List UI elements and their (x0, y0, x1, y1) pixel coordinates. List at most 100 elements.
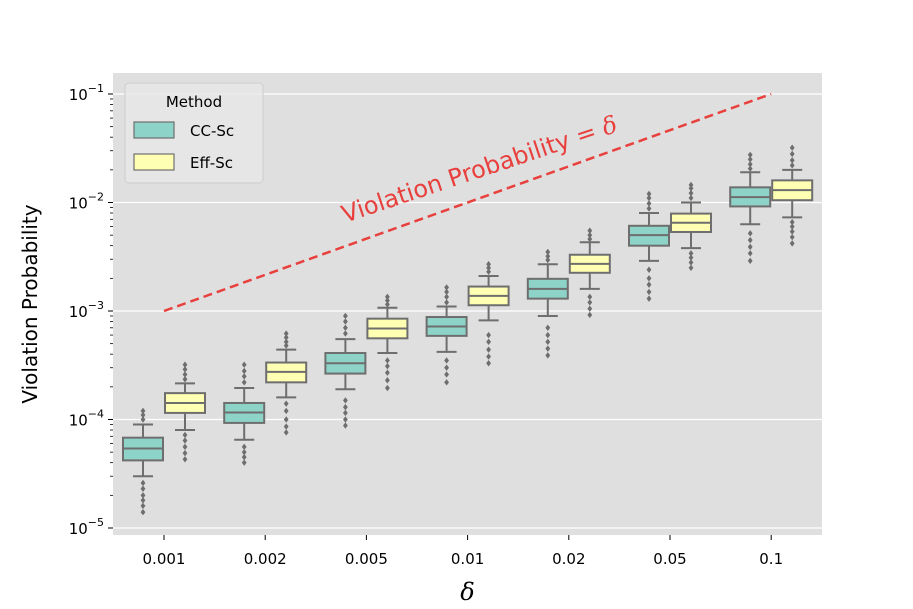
flier-point (545, 338, 551, 346)
flier-point (688, 185, 694, 192)
flier-point (283, 429, 289, 436)
y-axis: 10−5 10−4 10−3 10−2 10−1 (69, 82, 113, 538)
flier-point (587, 235, 593, 243)
x-tick-label: 0.02 (552, 550, 585, 568)
y-tick-label: 10−2 (69, 191, 104, 213)
flier-point (486, 264, 491, 272)
flier-point (789, 228, 795, 235)
flier-point (241, 379, 247, 386)
flier-point (182, 443, 188, 451)
y-tick-label: 10−1 (69, 82, 104, 104)
legend-label-eff-sc: Eff-Sc (190, 154, 233, 172)
flier-point (545, 352, 551, 359)
legend-swatch-eff-sc (133, 153, 175, 171)
flier-point (747, 161, 753, 168)
box-cc-sc-0.002 (223, 361, 266, 466)
flier-point (646, 194, 652, 202)
flier-point (283, 342, 289, 349)
flier-point (646, 190, 652, 198)
flier-point (545, 345, 551, 352)
flier-point (747, 165, 753, 172)
y-tick-label: 10−4 (69, 408, 104, 430)
flier-point (343, 330, 348, 337)
flier-point (343, 312, 348, 320)
flier-point (444, 293, 449, 301)
flier-point (283, 334, 289, 341)
box-eff-sc-0.002 (265, 330, 308, 436)
box-eff-sc-0.1 (771, 144, 814, 247)
legend-title: Method (166, 93, 222, 111)
flier-point (747, 156, 753, 163)
flier-point (140, 485, 146, 492)
flier-point (140, 479, 146, 487)
flier-point (587, 299, 593, 306)
flier-point (688, 181, 694, 189)
flier-point (182, 371, 188, 378)
flier-point (241, 453, 247, 461)
flier-point (444, 288, 449, 296)
flier-point (140, 411, 146, 419)
flier-point (545, 256, 551, 264)
flier-point (545, 248, 551, 256)
flier-point (444, 371, 449, 378)
flier-point (283, 423, 289, 430)
y-axis-label: Violation Probability (18, 204, 42, 403)
flier-point (385, 384, 390, 392)
flier-point (241, 448, 247, 456)
flier-point (646, 295, 652, 302)
flier-point (646, 275, 652, 282)
flier-point (486, 346, 491, 353)
flier-point (486, 331, 491, 339)
flier-point (747, 250, 753, 257)
flier-point (688, 254, 694, 261)
flier-point (747, 236, 753, 244)
flier-point (587, 293, 593, 301)
flier-point (385, 301, 390, 308)
x-axis-label: δ (460, 578, 474, 606)
flier-point (385, 297, 390, 304)
flier-point (444, 379, 449, 386)
flier-point (182, 456, 188, 463)
flier-point (140, 492, 146, 499)
flier-point (241, 373, 247, 380)
flier-point (688, 194, 694, 202)
flier-point (343, 422, 348, 429)
flier-point (587, 305, 593, 312)
boxes-group (122, 144, 814, 516)
flier-point (789, 233, 795, 241)
flier-point (343, 403, 348, 411)
flier-point (241, 443, 247, 451)
flier-point (283, 330, 289, 337)
flier-point (182, 361, 188, 368)
flier-point (545, 252, 551, 260)
x-tick-label: 0.001 (143, 550, 186, 568)
flier-point (646, 205, 652, 212)
flier-point (140, 416, 146, 423)
box-cc-sc-0.01 (425, 284, 468, 386)
x-tick-label: 0.002 (244, 550, 287, 568)
legend-swatch-cc-sc (133, 121, 175, 139)
x-tick-label: 0.05 (653, 550, 686, 568)
flier-point (182, 376, 188, 383)
flier-point (646, 281, 652, 288)
box-eff-sc-0.001 (164, 361, 206, 463)
flier-point (486, 268, 491, 275)
y-tick-label: 10−5 (69, 516, 104, 538)
flier-point (241, 367, 247, 375)
flier-point (747, 151, 753, 159)
x-tick-label: 0.01 (451, 550, 484, 568)
flier-point (444, 299, 449, 306)
flier-point (385, 362, 390, 370)
flier-point (789, 144, 795, 151)
x-axis: 0.001 0.002 0.005 0.01 0.02 0.05 0.1 (143, 535, 783, 568)
flier-point (486, 353, 491, 360)
flier-point (241, 361, 247, 368)
flier-point (646, 200, 652, 207)
flier-point (646, 266, 652, 273)
flier-point (343, 416, 348, 423)
box-cc-sc-0.02 (526, 248, 569, 359)
flier-point (385, 357, 390, 364)
flier-point (140, 407, 146, 415)
flier-point (385, 293, 390, 301)
